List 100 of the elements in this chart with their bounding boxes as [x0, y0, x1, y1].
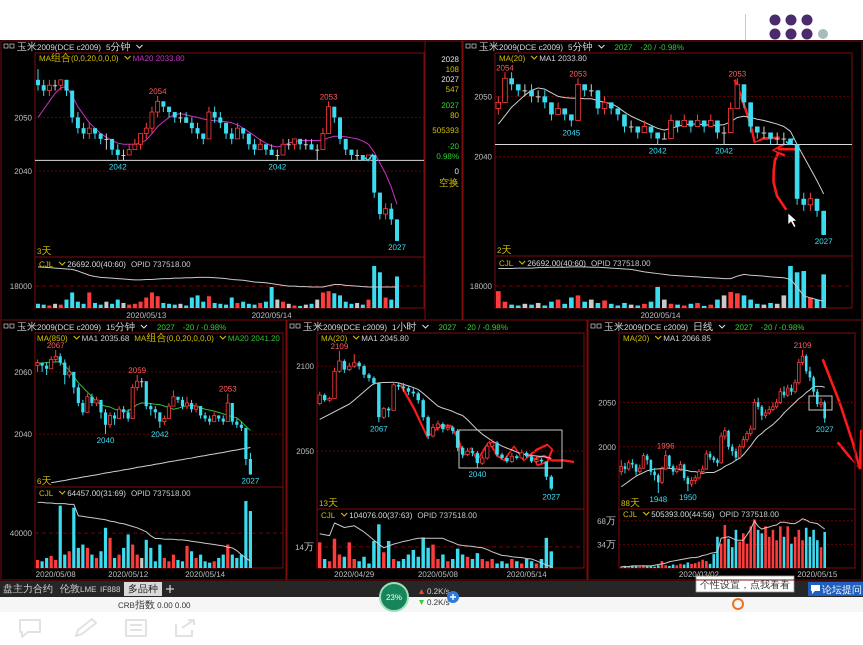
- chart-subtitle: 5分钟: [106, 41, 130, 53]
- annotation: 2042: [108, 162, 128, 172]
- text: OPID 737518.00: [417, 511, 478, 520]
- chart-title: CJL: [623, 510, 638, 519]
- chart-title: 玉米2009(DCE c2009): [17, 41, 102, 53]
- x-tick-label: 2020/05/15: [797, 570, 838, 579]
- series-label: OPID 737518.00: [590, 259, 652, 268]
- text: 18000: [470, 282, 493, 292]
- legend-title: MA(20): [623, 334, 650, 343]
- text: 个性设置，点我看看: [700, 579, 790, 591]
- x-tick-label: 2020/05/08: [36, 570, 76, 579]
- y-tick-label: 2060: [14, 368, 33, 377]
- text: 论坛提问: [822, 584, 862, 596]
- chart-subtitle: 505393.00(44:56): [651, 510, 715, 519]
- x-tick-label: 2020/05/08: [418, 570, 459, 579]
- annotation: 2067: [370, 424, 388, 434]
- annotation: 1948: [649, 495, 668, 504]
- y-tick-label: 34万: [597, 539, 616, 550]
- legend-title: MA(20): [321, 334, 348, 343]
- x-tick-label: 2020/05/14: [185, 570, 226, 579]
- text: 18000: [10, 282, 33, 292]
- annotation: 3天: [37, 246, 52, 257]
- annotation: 2053: [320, 92, 338, 102]
- text: -20: [447, 142, 460, 151]
- annotation: 2109: [794, 340, 812, 350]
- annotation: 1996: [656, 441, 676, 450]
- y-tick-label: 68万: [597, 516, 616, 527]
- chart-title: CJL: [321, 511, 336, 520]
- text: 547: [446, 85, 460, 94]
- annotation: 2040: [468, 470, 487, 480]
- text: 2027: [441, 75, 460, 84]
- chart-subtitle: 日线: [693, 321, 714, 333]
- chart-title: CJL: [499, 259, 514, 268]
- chart-subtitle: 26692.00(40:60): [527, 259, 586, 268]
- text: 14万: [295, 542, 314, 553]
- text: -20 / -0.98%: [182, 323, 226, 332]
- annotation: 2042: [715, 146, 734, 156]
- y-tick-label: 2000: [598, 442, 617, 452]
- text: MA20 2041.20: [228, 334, 280, 343]
- annotation: 2059: [128, 366, 147, 375]
- text: -20 / -0.98%: [760, 323, 804, 332]
- y-tick-label: 2050: [598, 398, 617, 408]
- text: MA1 2066.85: [663, 334, 712, 343]
- chart-subtitle: 1小时: [392, 321, 416, 333]
- annotation: 2053: [728, 69, 747, 78]
- text: MA20 2033.80: [132, 54, 186, 63]
- chart-title: 玉米2009(DCE c2009): [17, 321, 102, 333]
- x-tick-label: 2020/03/02: [678, 570, 720, 579]
- annotation: 2054: [148, 86, 168, 96]
- annotation: 2027: [242, 476, 260, 486]
- x-tick-label: 2020/05/13: [126, 311, 167, 320]
- series-label: OPID 737518.00: [719, 510, 780, 519]
- annotation: 88天: [621, 498, 640, 509]
- text: 80: [450, 111, 460, 120]
- annotation: 2053: [569, 69, 588, 78]
- annotation: 2027: [814, 236, 834, 246]
- text: 108: [446, 65, 460, 74]
- text: 0.98%: [436, 152, 459, 161]
- series-label: OPID 737518.00: [130, 260, 192, 269]
- chart-title: 玉米2009(DCE c2009): [303, 321, 388, 333]
- annotation: 1950: [678, 493, 698, 502]
- annotation: 2053: [218, 384, 238, 394]
- text: 2027: [438, 323, 457, 332]
- annotation: 2天: [497, 245, 512, 256]
- text: 23%: [386, 593, 402, 602]
- x-tick-label: 2020/05/14: [506, 570, 548, 579]
- text: -20 / -0.98%: [464, 323, 508, 332]
- y-tick-label: 2050: [296, 447, 315, 456]
- text: 2027: [735, 323, 754, 332]
- annotation: 2027: [388, 242, 406, 252]
- chart-subtitle: 26692.00(40:60): [67, 260, 126, 269]
- annotation: 2042: [268, 162, 287, 172]
- text: MA1 2045.80: [361, 334, 410, 343]
- x-tick-label: 2020/05/12: [108, 570, 149, 579]
- y-tick-label: 2100: [296, 362, 315, 372]
- annotation: 2045: [562, 128, 581, 138]
- annotation: MA组合(0,0,20,0,0,0): [134, 332, 214, 344]
- text: -20 / -0.98%: [640, 43, 684, 52]
- legend-title: MA组合(0,0,20,0,0,0): [39, 52, 119, 64]
- text: MA1 2033.80: [539, 54, 588, 63]
- chart-title: 玉米2009(DCE c2009): [604, 321, 688, 333]
- annotation: 6天: [37, 476, 52, 487]
- annotation: 2109: [330, 342, 349, 351]
- text: 2027: [156, 323, 176, 332]
- text: 多品种: [128, 583, 158, 595]
- text: 40000: [10, 529, 33, 538]
- text: 0.2K/s: [427, 587, 450, 596]
- text: 2027: [441, 101, 460, 110]
- chart-subtitle: 64457.00(31:69): [67, 489, 126, 498]
- chart-subtitle: 15分钟: [106, 321, 135, 333]
- text: IF888: [100, 585, 122, 594]
- text: OPID 737518.00: [130, 489, 192, 498]
- y-tick-label: 2040: [14, 430, 33, 440]
- annotation: 2054: [496, 63, 514, 72]
- text: 0.2K/s: [427, 598, 450, 607]
- annotation: 2042: [648, 146, 668, 156]
- text: 2027: [614, 43, 633, 52]
- chart-title: CJL: [39, 489, 54, 498]
- text: 505393: [432, 126, 460, 135]
- legend-title: MA(20): [499, 54, 526, 63]
